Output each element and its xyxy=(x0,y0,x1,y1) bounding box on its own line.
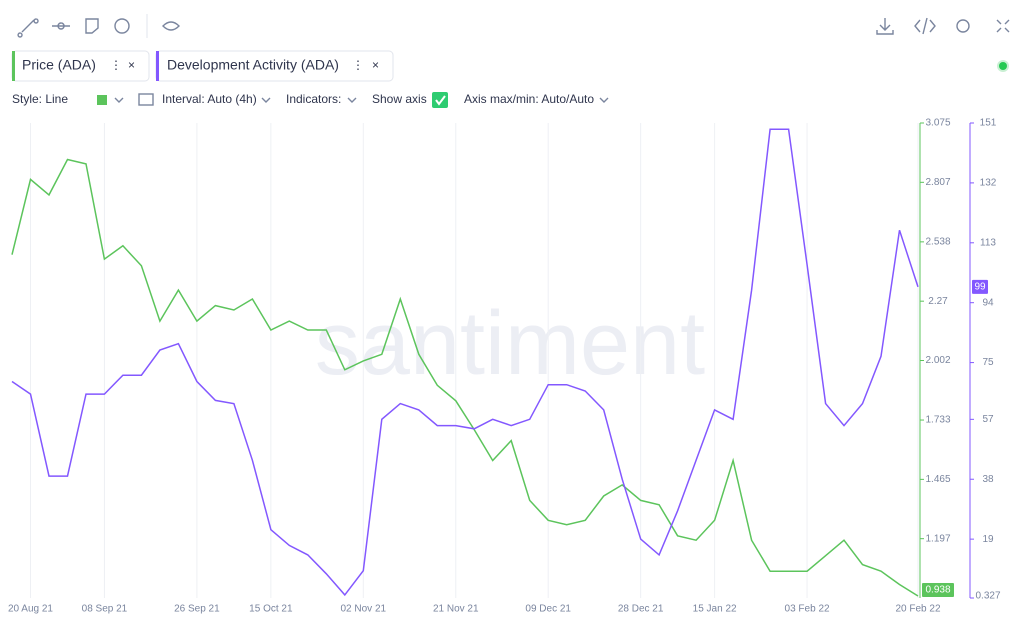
show-axis-checkbox[interactable] xyxy=(432,92,448,108)
y2-tick-label: 75 xyxy=(982,357,994,368)
x-tick-label: 09 Dec 21 xyxy=(525,604,571,615)
chip-menu[interactable]: ⋮ xyxy=(110,58,122,72)
y2-tick-label: 94 xyxy=(982,297,994,308)
x-tick-label: 15 Oct 21 xyxy=(249,604,293,615)
show-axis-setting[interactable]: Show axis xyxy=(372,92,427,106)
y2-tick-label: 19 xyxy=(982,534,994,545)
last-value-label: 0.938 xyxy=(925,585,950,596)
last-value-badge xyxy=(972,279,988,294)
actions[interactable] xyxy=(876,17,1010,35)
chip-color xyxy=(156,51,159,81)
y2-tick-label: 38 xyxy=(982,474,994,485)
series-line xyxy=(11,158,919,597)
chip-color xyxy=(12,51,15,81)
plot: 20 Aug 21 08 Sep 21 26 Sep 21 15 Oct 21 02 N… xyxy=(8,118,1001,615)
y2-tick-label: 132 xyxy=(980,178,997,189)
y-tick-label: 1.733 xyxy=(925,415,950,426)
y-tick-label: 2.27 xyxy=(928,296,948,307)
y-tick-label: 1.465 xyxy=(925,474,950,485)
last-value-label: 99 xyxy=(974,282,986,293)
x-tick-label: 02 Nov 21 xyxy=(341,604,387,615)
x-tick-label: 20 Feb 22 xyxy=(895,604,940,615)
y-tick-label: 1.197 xyxy=(925,533,950,544)
chip-close[interactable]: × xyxy=(372,58,379,72)
x-tick-label: 03 Feb 22 xyxy=(785,604,830,615)
x-tick-label: 08 Sep 21 xyxy=(82,604,128,615)
chip-close[interactable]: × xyxy=(128,58,135,72)
x-tick-label: 15 Jan 22 xyxy=(693,604,737,615)
y-tick-label: 2.002 xyxy=(925,355,950,366)
interval-setting[interactable]: Interval: Auto (4h) xyxy=(162,92,257,106)
y-tick-label: 2.538 xyxy=(925,237,950,248)
y-tick-label: 2.807 xyxy=(925,177,950,188)
last-value-badge xyxy=(922,583,954,597)
y2-tick-label: 113 xyxy=(980,237,996,248)
legend-entry: Development Activity (ADA) xyxy=(167,57,339,73)
watermark: santiment xyxy=(315,294,705,394)
color-setting[interactable] xyxy=(97,95,107,105)
x-tick-label: 21 Nov 21 xyxy=(433,604,479,615)
series-line xyxy=(11,128,919,597)
indicators-setting[interactable]: Indicators: xyxy=(286,92,341,106)
y-tick-label: 3.075 xyxy=(925,118,950,129)
x-tick-label: 28 Dec 21 xyxy=(618,604,664,615)
drawing-tools[interactable] xyxy=(17,14,180,38)
status-dot xyxy=(999,62,1007,70)
legend-entry: Price (ADA) xyxy=(22,57,96,73)
x-tick-label: 26 Sep 21 xyxy=(174,604,220,615)
axis-range-setting[interactable]: Axis max/min: Auto/Auto xyxy=(464,92,594,106)
y2-tick-label: 151 xyxy=(980,118,997,129)
interval-icon xyxy=(138,93,154,106)
x-tick-label: 20 Aug 21 xyxy=(8,604,53,615)
y2-tick-label: 0.327 xyxy=(975,591,1000,602)
chip-menu[interactable]: ⋮ xyxy=(352,58,364,72)
y2-tick-label: 57 xyxy=(982,414,994,425)
style-setting[interactable]: Style: Line xyxy=(12,92,68,106)
